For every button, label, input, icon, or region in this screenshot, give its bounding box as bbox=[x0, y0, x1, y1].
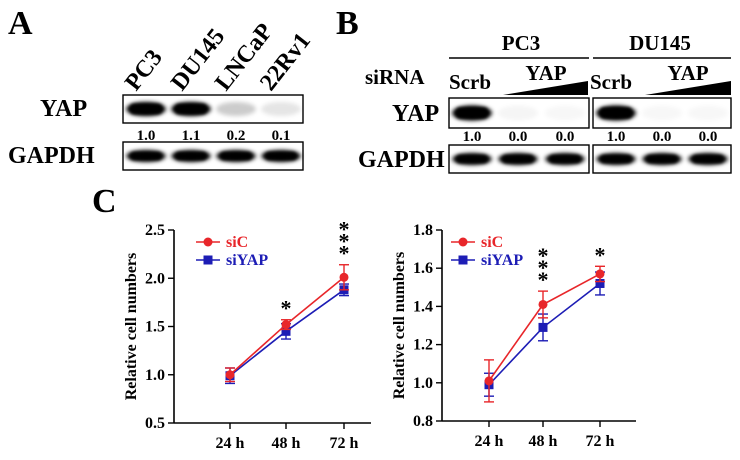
data-point-sic bbox=[538, 299, 548, 309]
x-tick-label: 72 h bbox=[330, 435, 359, 452]
panel-a-letter: A bbox=[8, 5, 33, 42]
yap-band-core bbox=[130, 104, 162, 114]
quant-value: 1.0 bbox=[607, 129, 626, 145]
yap-band bbox=[688, 106, 728, 121]
gapdh-band-core bbox=[265, 152, 297, 160]
series-line-siyap bbox=[488, 282, 601, 386]
y-tick-label: 1.5 bbox=[145, 319, 165, 336]
y-tick-label: 2.5 bbox=[145, 222, 165, 239]
cell-line-header-pc3: PC3 bbox=[502, 31, 541, 55]
data-point-siyap bbox=[281, 326, 291, 336]
legend-marker bbox=[458, 255, 468, 265]
legend-marker bbox=[458, 237, 468, 247]
scrb-label-pc3: Scrb bbox=[449, 70, 491, 94]
data-point-sic bbox=[595, 269, 605, 279]
significance-star: * bbox=[595, 242, 606, 267]
quant-value: 0.0 bbox=[653, 129, 672, 145]
yap-band bbox=[216, 102, 256, 116]
quant-value: 1.1 bbox=[182, 128, 201, 144]
growth-chart-right: 0.8 1.0 1.2 1.4 1.6 1.8 24 h 48 h 72 h Relative c… bbox=[391, 222, 636, 450]
x-tick-label: 24 h bbox=[475, 433, 504, 450]
y-tick-label: 1.0 bbox=[145, 367, 165, 384]
legend-label: siYAP bbox=[226, 252, 268, 269]
quant-value: 0.0 bbox=[699, 129, 718, 145]
yap-band bbox=[261, 102, 301, 116]
x-tick-label: 48 h bbox=[272, 435, 301, 452]
y-tick-label: 1.4 bbox=[413, 298, 433, 315]
yap-treatment-label-pc3: YAP bbox=[525, 61, 566, 85]
scrb-label-du145: Scrb bbox=[590, 70, 632, 94]
growth-chart-left: 0.5 1.0 1.5 2.0 2.5 24 h 48 h 72 h Relative cell… bbox=[123, 217, 371, 452]
yap-row-label-b: YAP bbox=[392, 101, 439, 127]
significance-star: * bbox=[339, 241, 350, 266]
gapdh-row-label: GAPDH bbox=[8, 143, 95, 169]
legend-label: siC bbox=[481, 234, 503, 251]
significance-star: * bbox=[339, 229, 350, 254]
gapdh-band-core bbox=[220, 152, 252, 160]
lane-label-pc3: PC3 bbox=[120, 45, 168, 96]
yap-row-label: YAP bbox=[40, 96, 87, 122]
y-tick-label: 1.8 bbox=[413, 222, 433, 239]
yap-band bbox=[642, 106, 682, 121]
x-tick-label: 24 h bbox=[216, 435, 245, 452]
significance-star: * bbox=[281, 296, 292, 321]
significance-star: * bbox=[538, 243, 549, 268]
gapdh-band-core bbox=[692, 155, 724, 163]
sirna-label: siRNA bbox=[365, 65, 425, 89]
data-point-siyap bbox=[538, 322, 548, 332]
panel-c-letter: C bbox=[92, 183, 117, 220]
gapdh-band-core bbox=[175, 152, 207, 160]
quant-value: 0.2 bbox=[227, 128, 246, 144]
gapdh-band-core bbox=[600, 155, 632, 163]
quant-value: 1.0 bbox=[137, 128, 156, 144]
yap-band bbox=[545, 106, 585, 121]
y-axis-label: Relative cell numbers bbox=[391, 252, 408, 400]
cell-line-header-du145: DU145 bbox=[629, 31, 691, 55]
data-point-sic bbox=[484, 376, 494, 386]
quant-value: 0.0 bbox=[509, 129, 528, 145]
dose-wedge bbox=[645, 81, 731, 95]
significance-star: * bbox=[339, 217, 350, 242]
gapdh-band-core bbox=[130, 152, 162, 160]
yap-band-core bbox=[456, 107, 488, 119]
legend-label: siC bbox=[226, 234, 248, 251]
legend-marker bbox=[203, 255, 213, 265]
y-tick-label: 1.6 bbox=[413, 260, 433, 277]
y-tick-label: 2.0 bbox=[145, 270, 165, 287]
legend-label: siYAP bbox=[481, 252, 523, 269]
legend-marker bbox=[203, 237, 213, 247]
yap-band bbox=[498, 105, 538, 121]
gapdh-band-core bbox=[456, 155, 488, 163]
panel-a: A PC3 DU145 LNCaP 22Rv1 YAP 1.0 1.1 0.2 … bbox=[8, 5, 316, 171]
quant-value: 1.0 bbox=[463, 129, 482, 145]
y-axis-label: Relative cell numbers bbox=[123, 253, 140, 401]
data-point-sic bbox=[339, 272, 349, 282]
data-point-sic bbox=[281, 320, 291, 330]
yap-treatment-label-du145: YAP bbox=[667, 61, 708, 85]
gapdh-band-core bbox=[549, 155, 581, 163]
significance-star: * bbox=[538, 267, 549, 292]
y-tick-label: 1.2 bbox=[413, 337, 433, 354]
gapdh-band-core bbox=[646, 155, 678, 163]
data-point-siyap bbox=[595, 278, 605, 288]
x-tick-label: 72 h bbox=[586, 433, 615, 450]
dose-wedge bbox=[503, 81, 588, 95]
gapdh-band-core bbox=[502, 155, 534, 163]
data-point-sic bbox=[225, 370, 235, 380]
yap-band-core bbox=[175, 104, 207, 114]
yap-band-core bbox=[600, 107, 632, 119]
y-tick-label: 0.8 bbox=[413, 413, 433, 430]
y-tick-label: 1.0 bbox=[413, 375, 433, 392]
y-tick-label: 0.5 bbox=[145, 415, 165, 432]
panel-b-letter: B bbox=[336, 5, 359, 42]
significance-star: * bbox=[538, 255, 549, 280]
quant-value: 0.0 bbox=[556, 129, 575, 145]
x-tick-label: 48 h bbox=[529, 433, 558, 450]
gapdh-row-label-b: GAPDH bbox=[358, 147, 445, 173]
panel-b: B PC3 DU145 siRNA Scrb Scrb YAP YAP YAP … bbox=[336, 5, 732, 174]
quant-value: 0.1 bbox=[272, 128, 291, 144]
